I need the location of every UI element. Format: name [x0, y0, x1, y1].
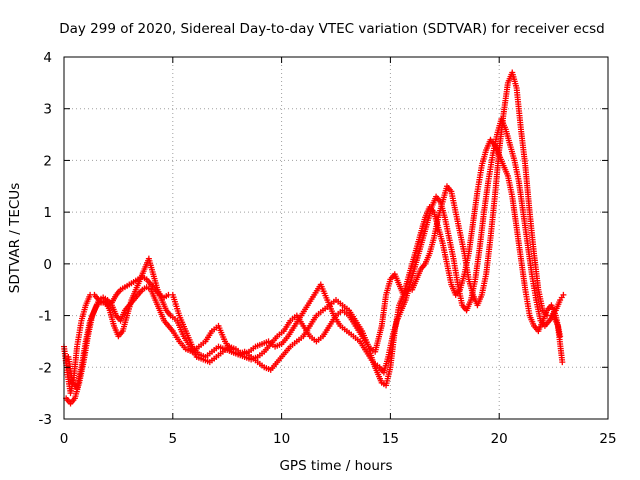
y-tick-label: 2	[43, 153, 52, 169]
x-tick-label: 5	[169, 431, 178, 447]
y-tick-label: 3	[43, 102, 52, 118]
data-point	[560, 291, 567, 298]
chart-title: Day 299 of 2020, Sidereal Day-to-day VTE…	[59, 21, 605, 37]
y-axis-label: SDTVAR / TECUs	[7, 183, 23, 293]
y-tick-label: -3	[39, 412, 52, 428]
y-tick-label: 1	[43, 205, 52, 221]
x-tick-label: 10	[273, 431, 290, 447]
y-tick-label: -2	[39, 360, 52, 376]
x-tick-label: 20	[491, 431, 508, 447]
x-tick-label: 25	[599, 431, 616, 447]
x-axis-label: GPS time / hours	[279, 458, 392, 474]
series-track-a	[61, 69, 567, 397]
x-tick-label: 15	[382, 431, 399, 447]
x-tick-label: 0	[60, 431, 69, 447]
axis-ticks: 0 5 10 15 20 25 -3 -2 -1 0 1 2 3 4	[39, 50, 617, 447]
data-points	[61, 69, 567, 407]
y-tick-label: 4	[43, 50, 52, 66]
data-point	[559, 359, 566, 366]
data-point	[557, 333, 564, 340]
y-tick-label: 0	[43, 257, 52, 273]
plot-frame	[63, 56, 609, 420]
y-tick-label: -1	[39, 309, 52, 325]
series-track-c	[65, 136, 564, 391]
series-track-b	[63, 116, 566, 407]
